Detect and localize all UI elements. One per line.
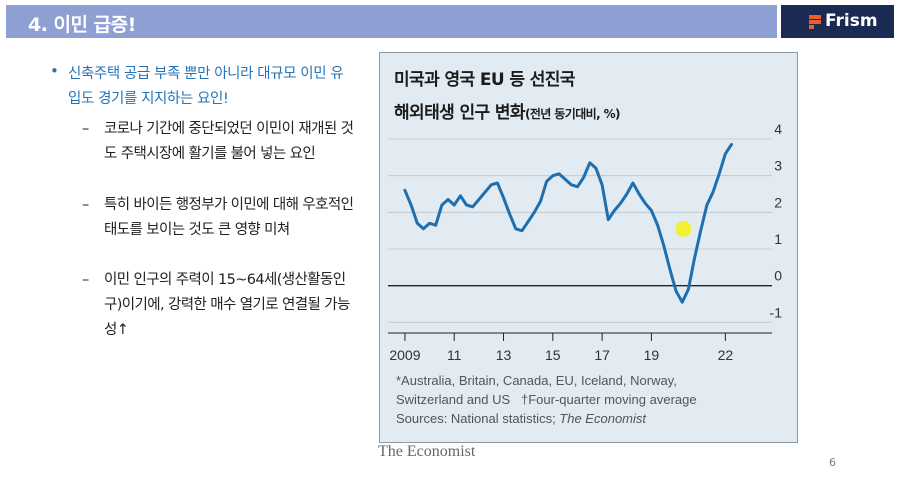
sub-bullet-3: – 이민 인구의 주력이 15~64세(생산활동인구)이기에, 강력한 매수 열… [82, 268, 362, 343]
chart-title-main: 해외태생 인구 변화 [394, 103, 526, 123]
y-tick-label: 3 [774, 158, 782, 174]
x-tick-label: 15 [545, 347, 561, 363]
series-line [403, 143, 733, 304]
sub-bullet-text: 이민 인구의 주력이 15~64세(생산활동인구)이기에, 강력한 매수 열기로… [104, 272, 350, 338]
x-tick-label: 13 [496, 347, 512, 363]
y-tick-label: 1 [774, 231, 782, 247]
x-tick-label: 11 [447, 347, 462, 363]
footnote-sources-text: Sources: National statistics; [396, 411, 560, 426]
dash-icon: – [82, 121, 90, 137]
y-tick-label: 0 [774, 268, 782, 284]
dash-icon: – [82, 272, 90, 288]
highlight-dot [675, 220, 692, 237]
slide-title-bar: 4. 이민 급증! [6, 5, 777, 38]
brand-name: Frism [825, 11, 878, 31]
y-tick-label: 4 [774, 121, 782, 137]
economist-credit: The Economist [378, 443, 476, 460]
bullet-dot-icon: • [50, 62, 59, 80]
frism-logo-icon [809, 15, 821, 29]
chart-title-line2: 해외태생 인구 변화(전년 동기대비, %) [394, 98, 621, 123]
x-tick-label: 22 [718, 347, 734, 363]
dash-icon: – [82, 197, 90, 213]
main-bullet: • 신축주택 공급 부족 뿐만 아니라 대규모 이민 유입도 경기를 지지하는 … [50, 62, 352, 112]
footnote-line1: *Australia, Britain, Canada, EU, Iceland… [396, 373, 677, 388]
line-chart: 4 3 2 1 0 -1 2009 11 13 15 17 19 22 [388, 121, 783, 363]
x-tick-label: 19 [644, 347, 660, 363]
chart-title-unit: (전년 동기대비, %) [524, 107, 621, 121]
brand-logo: Frism [781, 5, 894, 38]
x-tick-label: 2009 [389, 347, 420, 363]
main-bullet-text: 신축주택 공급 부족 뿐만 아니라 대규모 이민 유입도 경기를 지지하는 요인… [68, 66, 344, 107]
sub-bullet-2: – 특히 바이든 행정부가 이민에 대해 우호적인 태도를 보이는 것도 큰 영… [82, 193, 362, 243]
chart-panel: 미국과 영국 EU 등 선진국 해외태생 인구 변화(전년 동기대비, %) 4… [379, 52, 798, 443]
slide-title: 4. 이민 급증! [28, 14, 136, 36]
sub-bullet-text: 코로나 기간에 중단되었던 이민이 재개된 것도 주택시장에 활기를 불어 넣는… [104, 121, 354, 162]
footnote-line2: Switzerland and US †Four-quarter moving … [396, 390, 697, 409]
y-tick-label: -1 [770, 304, 783, 320]
chart-title-line1: 미국과 영국 EU 등 선진국 [394, 70, 575, 90]
sub-bullet-1: – 코로나 기간에 중단되었던 이민이 재개된 것도 주택시장에 활기를 불어 … [82, 117, 362, 167]
footnote-countries: Switzerland and US [396, 392, 511, 407]
footnote-sources: Sources: National statistics; The Econom… [396, 409, 646, 428]
footnote-dagger: †Four-quarter moving average [521, 392, 697, 407]
footnote-sources-italic: The Economist [559, 411, 646, 426]
y-tick-label: 2 [774, 194, 782, 210]
sub-bullet-text: 특히 바이든 행정부가 이민에 대해 우호적인 태도를 보이는 것도 큰 영향 … [104, 197, 354, 238]
x-tick-label: 17 [594, 347, 610, 363]
page-number: 6 [829, 456, 836, 469]
